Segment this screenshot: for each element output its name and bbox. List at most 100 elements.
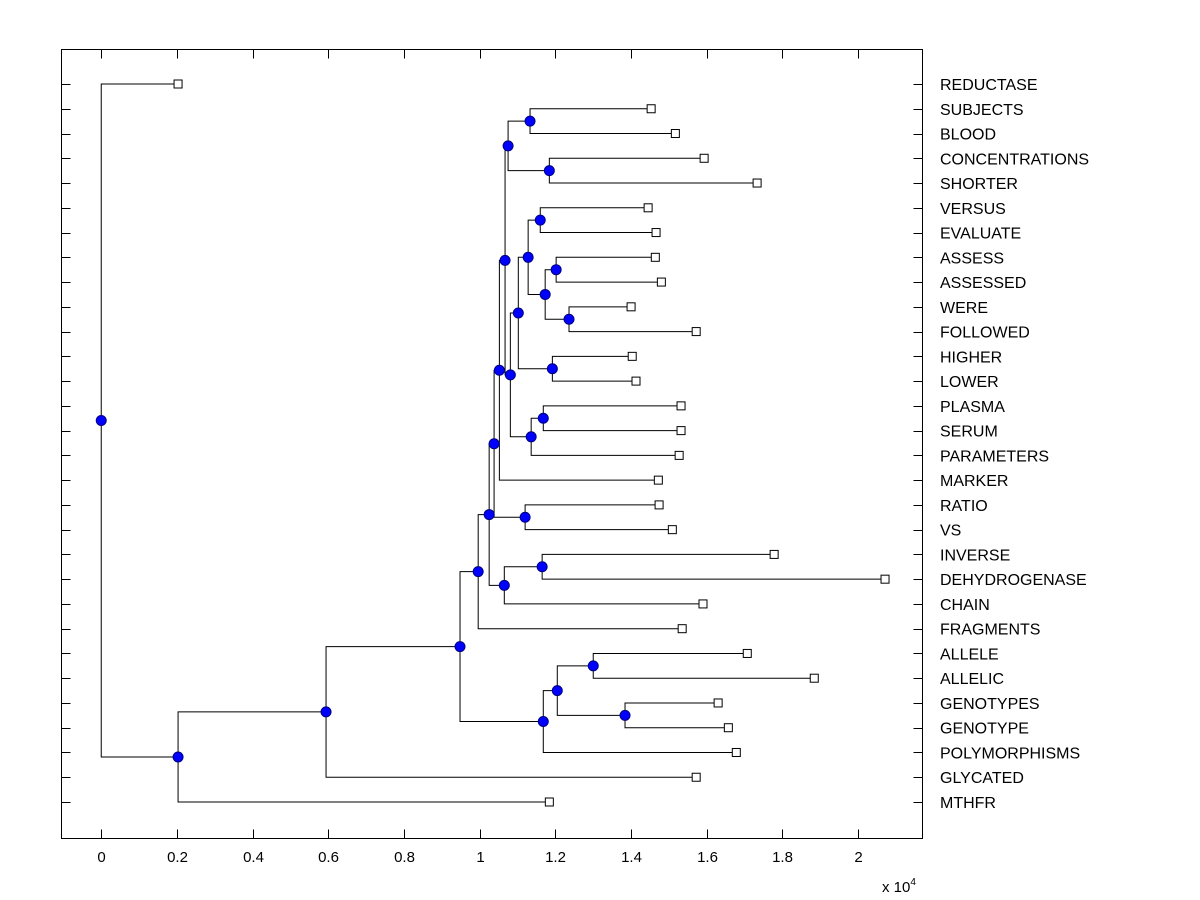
leaf-marker: [809, 673, 819, 683]
cluster-node: [587, 660, 599, 672]
dendrogram-link: [100, 83, 179, 421]
leaf-label: PARAMETERS: [940, 448, 1049, 465]
x-tick-label: 0.6: [318, 849, 339, 866]
leaf-marker: [650, 252, 660, 262]
leaf-marker: [742, 648, 752, 658]
dendrogram-link: [493, 443, 526, 518]
leaf-marker: [677, 624, 687, 634]
leaf-label: SHORTER: [940, 176, 1018, 193]
leaf-marker: [880, 574, 890, 584]
dendrogram-link: [325, 646, 461, 712]
cluster-node: [519, 511, 531, 523]
dendrogram-link: [507, 145, 550, 172]
leaf-marker: [731, 747, 741, 757]
leaf-marker: [173, 79, 183, 89]
leaf-marker: [544, 797, 554, 807]
cluster-node: [502, 140, 514, 152]
leaf-marker: [653, 475, 663, 485]
cluster-node: [563, 313, 575, 325]
dendrogram-link: [503, 566, 543, 586]
x-tick-label: 1: [476, 849, 484, 866]
dendrogram-leaves: [173, 79, 890, 807]
dendrogram-link: [542, 721, 737, 753]
dendrogram-link: [325, 711, 697, 778]
leaf-label: PLASMA: [940, 399, 1005, 416]
cluster-node: [172, 751, 184, 763]
x-tick-labels: 0 0.2 0.4 0.6 0.8 1 1.2 1.4 1.6 1.8 2: [97, 849, 862, 866]
dendrogram-link: [459, 646, 544, 723]
cluster-node: [543, 165, 555, 177]
dendrogram-link: [177, 756, 550, 803]
cluster-node: [493, 364, 505, 376]
leaf-marker: [627, 351, 637, 361]
leaf-label: FRAGMENTS: [940, 622, 1040, 639]
leaf-label: ALLELE: [940, 646, 999, 663]
leaf-marker: [691, 772, 701, 782]
dendrogram-link: [556, 665, 594, 691]
leaf-marker: [643, 203, 653, 213]
leaf-label: ASSESSED: [940, 275, 1026, 292]
leaf-marker: [698, 599, 708, 609]
leaf-label: GENOTYPE: [940, 721, 1029, 738]
x-tick-label: 0: [97, 849, 105, 866]
x-tick-label: 1.4: [621, 849, 642, 866]
leaf-label: CHAIN: [940, 597, 990, 614]
dendrogram-link: [459, 571, 479, 647]
cluster-node: [537, 412, 549, 424]
dendrogram-link: [503, 585, 703, 605]
cluster-node: [472, 566, 484, 578]
x-tick-label: 0.4: [243, 849, 264, 866]
cluster-node: [498, 579, 510, 591]
cluster-node: [524, 115, 536, 127]
cluster-node: [546, 363, 558, 375]
leaf-marker: [713, 698, 723, 708]
cluster-node: [525, 431, 537, 443]
x-tick-label: 1.6: [697, 849, 718, 866]
leaf-marker: [674, 450, 684, 460]
dendrogram-link: [530, 436, 680, 456]
x-tick-label: 2: [854, 849, 862, 866]
leaf-label: MARKER: [940, 473, 1008, 490]
leaf-label: GENOTYPES: [940, 696, 1040, 713]
leaf-marker: [676, 401, 686, 411]
leaf-marker: [670, 129, 680, 139]
dendrogram-link: [477, 571, 683, 630]
leaf-label: INVERSE: [940, 547, 1010, 564]
x-tick-label: 0.8: [394, 849, 415, 866]
cluster-node: [539, 288, 551, 300]
cluster-node: [551, 685, 563, 697]
x-multiplier-label: x 104: [882, 877, 916, 896]
cluster-node: [534, 214, 546, 226]
leaf-label: SERUM: [940, 424, 998, 441]
leaf-label: SUBJECTS: [940, 102, 1024, 119]
dendrogram-link: [100, 420, 179, 758]
leaf-marker: [654, 500, 664, 510]
leaf-label: FOLLOWED: [940, 325, 1030, 342]
cluster-node: [454, 641, 466, 653]
cluster-node: [488, 438, 500, 450]
axis-ticks: [61, 49, 923, 839]
leaf-label: EVALUATE: [940, 226, 1021, 243]
leaf-marker: [651, 228, 661, 238]
leaf-label: POLYMORPHISMS: [940, 745, 1080, 762]
dendrogram-link: [509, 374, 532, 438]
cluster-node: [619, 709, 631, 721]
leaf-label: RATIO: [940, 498, 988, 515]
dendrogram-link: [177, 711, 327, 757]
dendrogram-link: [507, 120, 531, 146]
leaf-marker: [646, 104, 656, 114]
cluster-node: [504, 369, 516, 381]
cluster-node: [550, 264, 562, 276]
leaf-label: ASSESS: [940, 250, 1004, 267]
leaf-labels: REDUCTASE SUBJECTS BLOOD CONCENTRATIONS SHOR…: [940, 77, 1089, 812]
leaf-label: GLYCATED: [940, 770, 1024, 787]
leaf-label: WERE: [940, 300, 988, 317]
cluster-node: [522, 251, 534, 263]
leaf-marker: [631, 376, 641, 386]
cluster-node: [512, 307, 524, 319]
dendrogram-link: [556, 690, 626, 716]
leaf-marker: [769, 549, 779, 559]
leaf-marker: [667, 525, 677, 535]
leaf-marker: [626, 302, 636, 312]
